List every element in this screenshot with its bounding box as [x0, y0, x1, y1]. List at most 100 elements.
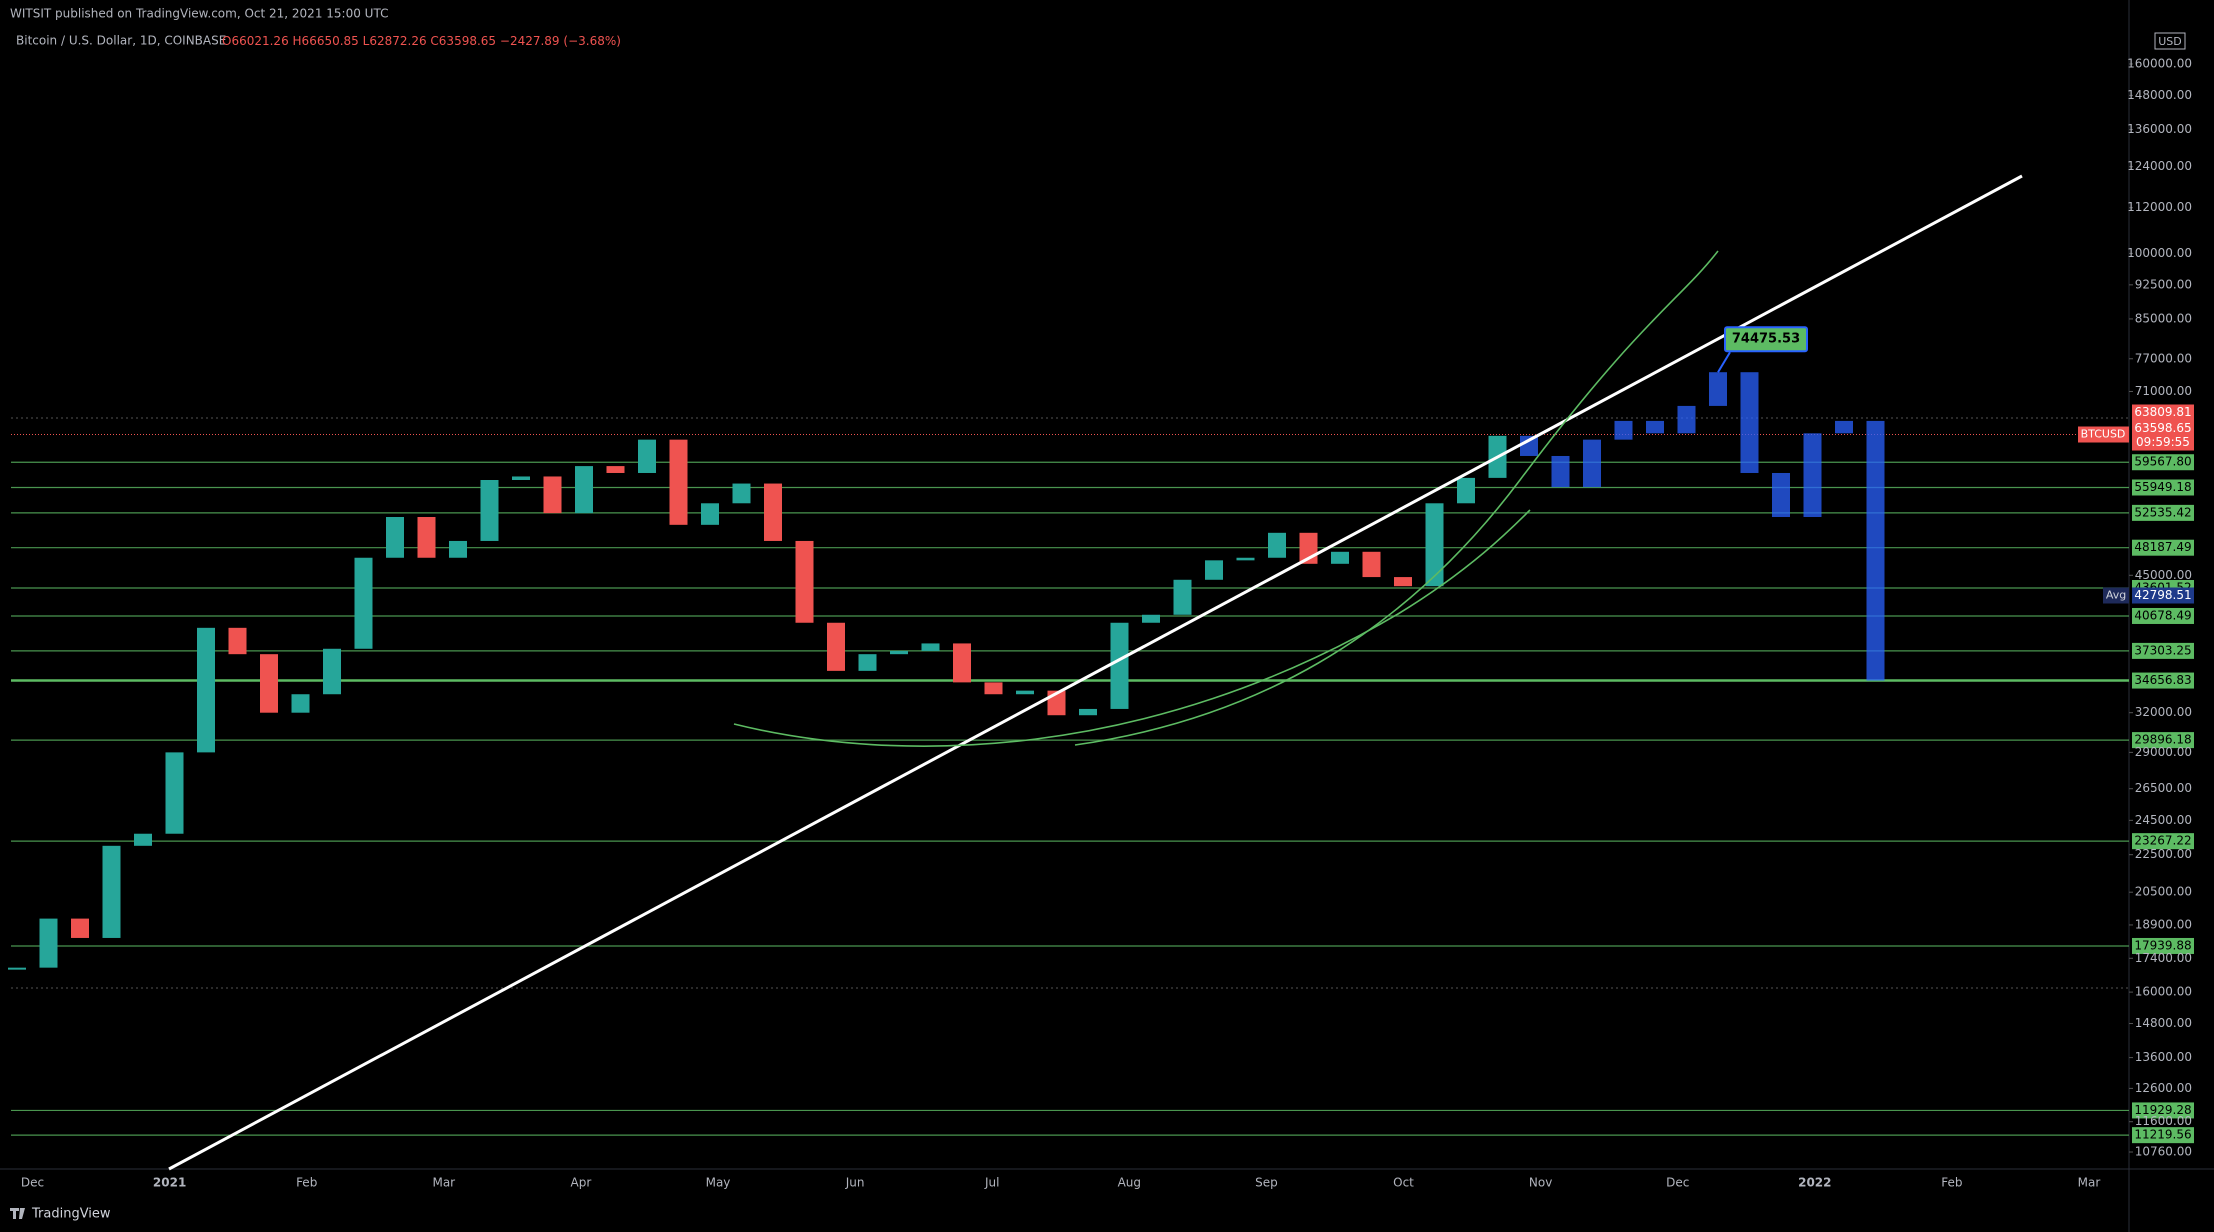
x-tick-label: 2021 [153, 1176, 186, 1190]
candle [102, 845, 121, 938]
candle [701, 503, 719, 525]
y-tick-label: 10760.00 [2135, 1145, 2192, 1159]
price-labels: 59567.8055949.1852535.4248187.4943601.52… [1717, 326, 2194, 1144]
candle [1394, 577, 1412, 587]
level-label-bg [2132, 732, 2194, 749]
x-tick-label: Sep [1255, 1176, 1278, 1190]
level-label: 11929.28 [2134, 1103, 2191, 1117]
projection-bar [1709, 372, 1727, 406]
y-tick-label: 29000.00 [2135, 745, 2192, 759]
y-tick-label: 24500.00 [2135, 813, 2192, 827]
x-tick-label: Jun [845, 1176, 865, 1190]
level-label-bg [2132, 1127, 2194, 1144]
callout-bg [1724, 326, 1808, 353]
x-tick-label: Aug [1118, 1176, 1141, 1190]
candle [890, 650, 908, 655]
y-tick-label: 14800.00 [2135, 1016, 2192, 1030]
candle [543, 476, 562, 514]
footer: TradingView [31, 1207, 111, 1222]
y-tick-label: 160000.00 [2127, 56, 2192, 70]
candle [1079, 708, 1097, 716]
x-tick-label: 2022 [1798, 1176, 1831, 1190]
candle [1362, 551, 1381, 578]
change: −2427.89 (−3.68%) [500, 34, 621, 48]
candle [197, 627, 215, 753]
candle [1236, 557, 1255, 561]
high: H66650.85 [293, 34, 359, 48]
curve [1074, 250, 1719, 746]
candle [827, 622, 845, 671]
candle [39, 918, 58, 968]
x-tick-label: Apr [571, 1176, 592, 1190]
symbol: Bitcoin / U.S. Dollar, 1D, COINBASE [16, 34, 226, 48]
logo [10, 1208, 25, 1219]
candle [921, 643, 940, 651]
candle [1425, 503, 1444, 587]
low: L62872.26 [363, 34, 427, 48]
projection-bar [1677, 405, 1696, 434]
projection-bar [1835, 420, 1853, 434]
candle [764, 483, 782, 541]
y-tick-label: 148000.00 [2127, 88, 2192, 102]
x-tick-label: Dec [1666, 1176, 1689, 1190]
x-tick-label: Mar [432, 1176, 455, 1190]
level-label-bg [2132, 504, 2194, 521]
symbol-tag-bg [2078, 426, 2129, 443]
projection-bar [1772, 472, 1790, 518]
trend-line [168, 174, 2023, 1171]
avg-tag-bg [2103, 587, 2129, 604]
projection-bar [1520, 435, 1538, 456]
avg-label: 42798.51 [2134, 588, 2191, 602]
x-tick-label: Feb [296, 1176, 317, 1190]
candle [323, 648, 341, 695]
x-tick-label: Feb [1941, 1176, 1962, 1190]
level-label: 55949.18 [2134, 480, 2191, 494]
level-label: 40678.49 [2134, 608, 2191, 622]
curve [733, 509, 1531, 747]
candle [984, 682, 1003, 695]
level-label: 17939.88 [2134, 938, 2191, 952]
candle [512, 476, 530, 480]
x-tick-label: May [706, 1176, 731, 1190]
ohlc: O66021.26 H66650.85 L62872.26 C63598.65 … [222, 34, 621, 48]
level-label: 52535.42 [2134, 505, 2191, 519]
candle [795, 540, 814, 623]
candle [1016, 690, 1034, 695]
level-label-bg [2132, 454, 2194, 471]
level-label-bg [2132, 672, 2194, 689]
candle [1173, 579, 1192, 615]
candle [417, 517, 436, 558]
level-label: 34656.83 [2134, 673, 2191, 687]
level-label-bg [2132, 479, 2194, 496]
candle [1205, 560, 1223, 580]
level-label: 48187.49 [2134, 540, 2191, 554]
publisher: WITSIT published on TradingView.com, Oct… [10, 7, 388, 21]
level-label-bg [2132, 1102, 2194, 1119]
y-tick-label: 100000.00 [2127, 246, 2192, 260]
last-price-label: 63598.65 [2134, 421, 2191, 435]
y-tick-label: 11600.00 [2135, 1114, 2192, 1128]
y-tick-label: 77000.00 [2135, 351, 2192, 365]
y-tick-label: 17400.00 [2135, 951, 2192, 965]
candle [1331, 551, 1349, 564]
candle [732, 483, 751, 504]
currency-box [2154, 32, 2186, 50]
y-tick-label: 136000.00 [2127, 122, 2192, 136]
symbol-tag: BTCUSD [2081, 428, 2126, 441]
level-label-bg [2132, 539, 2194, 556]
candle [1457, 477, 1475, 504]
x-tick-label: Oct [1393, 1176, 1414, 1190]
level-label: 59567.80 [2134, 455, 2191, 469]
projection-bar [1803, 433, 1822, 518]
projection-bar [1866, 420, 1885, 681]
x-tick-label: Dec [21, 1176, 44, 1190]
candle [71, 918, 89, 938]
candle [354, 557, 373, 649]
avg-label-bg [2132, 587, 2194, 604]
projection-bar [1740, 372, 1759, 473]
level-label-bg [2132, 833, 2194, 850]
projection-bar [1646, 420, 1664, 434]
currency: USD [2158, 35, 2182, 48]
y-tick-label: 92500.00 [2135, 277, 2192, 291]
